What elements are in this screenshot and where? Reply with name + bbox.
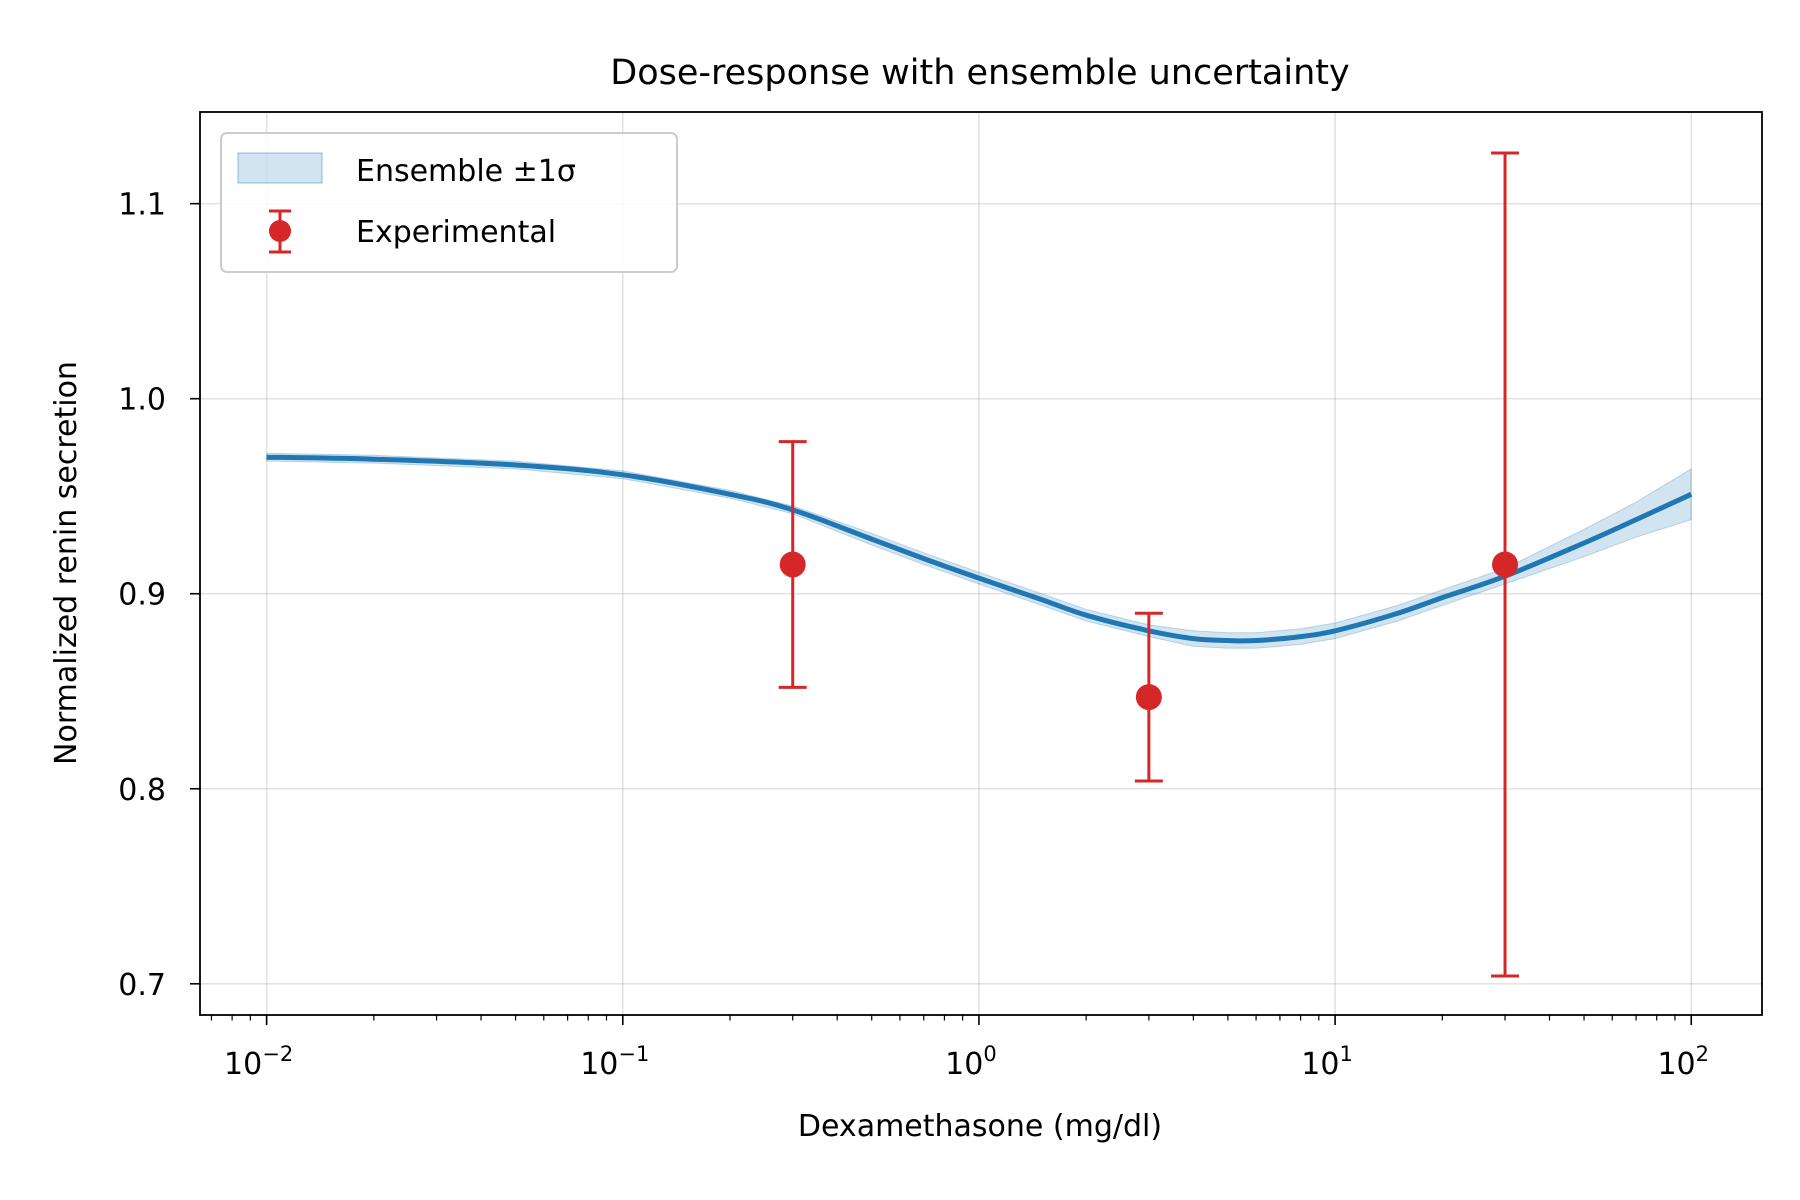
- legend-label-experimental: Experimental: [356, 215, 556, 250]
- ensemble-mean-curve: [266, 454, 1693, 644]
- experimental-point-group: [1134, 611, 1163, 783]
- experimental-point-group: [778, 440, 807, 689]
- experimental-point: [779, 551, 806, 578]
- x-tick-label: 102: [1657, 1042, 1709, 1082]
- y-tick-label: 0.7: [118, 968, 166, 1003]
- model-curve-layer: [266, 454, 1693, 644]
- y-tick-label: 1.0: [118, 383, 166, 418]
- experimental-point: [1492, 551, 1519, 578]
- x-axis-ticks: 10−2 10−1 100 101 102: [210, 1015, 1709, 1082]
- experimental-point: [1135, 684, 1162, 711]
- experimental-point-group: [1491, 151, 1520, 978]
- y-tick-label: 0.8: [118, 773, 166, 808]
- ensemble-band: [266, 452, 1692, 649]
- legend-errorbar-swatch: [269, 209, 291, 254]
- x-axis-label: Dexamethasone (mg/dl): [798, 1109, 1162, 1144]
- y-axis-label: Normalized renin secretion: [49, 361, 84, 765]
- y-tick-label: 0.9: [118, 578, 166, 613]
- legend-box: [220, 132, 678, 273]
- legend-band-swatch: [237, 152, 323, 184]
- y-tick-label: 1.1: [118, 188, 166, 223]
- plot-frame: [199, 111, 1763, 1016]
- legend-label-ensemble: Ensemble ±1σ: [356, 154, 576, 189]
- y-axis-ticks: 0.7 0.8 0.9 1.0 1.1: [118, 188, 200, 1003]
- x-tick-label: 100: [945, 1042, 997, 1082]
- x-tick-label: 101: [1301, 1042, 1353, 1082]
- chart-title: Dose-response with ensemble uncertainty: [610, 53, 1349, 93]
- ensemble-band-layer: [266, 452, 1692, 649]
- x-tick-label: 10−1: [580, 1042, 649, 1082]
- legend: Ensemble ±1σ Experimental: [220, 132, 678, 273]
- experimental-points-layer: [778, 151, 1520, 978]
- x-tick-label: 10−2: [224, 1042, 293, 1082]
